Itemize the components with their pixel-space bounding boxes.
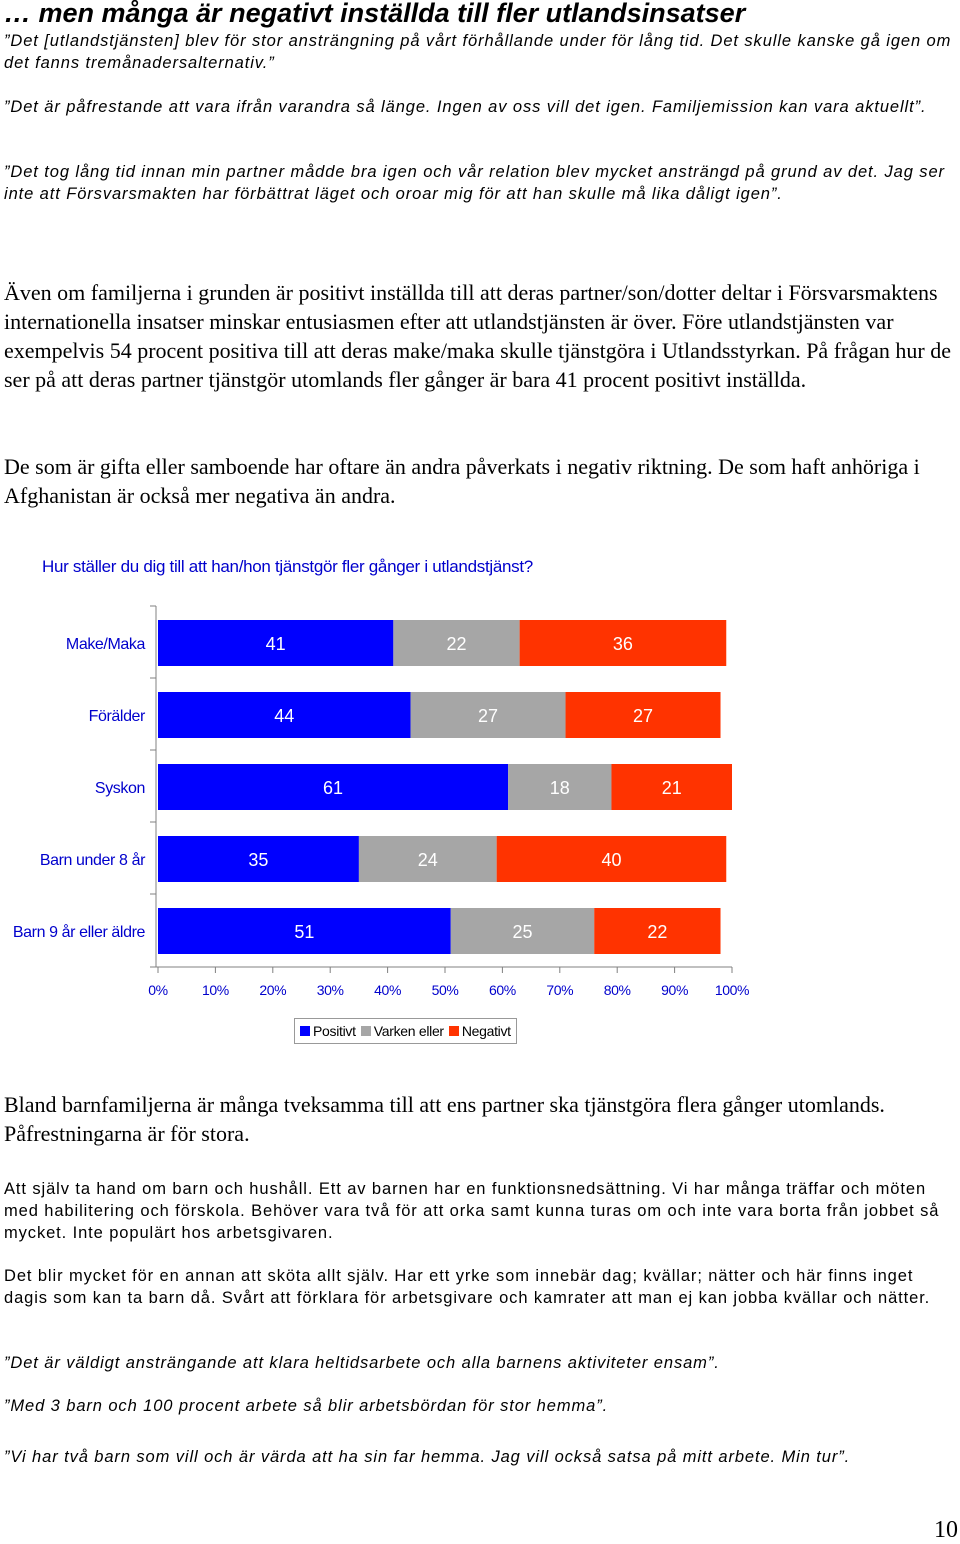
x-tick-label-5: 50% (432, 982, 459, 998)
bar-label-4-1: 25 (512, 922, 532, 942)
legend-item-positivt: Positivt (300, 1023, 356, 1039)
bar-1-0 (158, 692, 411, 738)
legend-item-negativt: Negativt (448, 1023, 511, 1039)
x-tick-label-7: 70% (546, 982, 573, 998)
x-tick-label-2: 20% (259, 982, 286, 998)
category-label-4: Barn 9 år eller äldre (13, 923, 146, 941)
body-paragraph-1: Även om familjerna i grunden är positivt… (4, 280, 951, 392)
bar-label-0-0: 41 (266, 634, 286, 654)
section-heading: … men många är negativt inställda till f… (4, 0, 746, 28)
bar-4-1 (450, 908, 595, 954)
legend-swatch-positivt (300, 1026, 310, 1036)
chart-legend: Positivt Varken eller Negativt (294, 1018, 517, 1044)
bar-2-2 (611, 764, 732, 810)
bar-label-2-2: 21 (662, 778, 682, 798)
quote-bottom-1: Att själv ta hand om barn och hushåll. E… (4, 1180, 940, 1242)
x-tick-label-8: 80% (604, 982, 631, 998)
body-paragraph-3: Bland barnfamiljerna är många tveksamma … (4, 1092, 885, 1146)
x-tick-label-6: 60% (489, 982, 516, 998)
bar-label-2-0: 61 (323, 778, 343, 798)
legend-swatch-varken-eller (360, 1026, 371, 1036)
quote-bottom-3: ”Det är väldigt ansträngande att klara h… (4, 1354, 720, 1372)
bar-4-2 (594, 908, 721, 954)
bar-3-1 (358, 836, 497, 882)
bar-2-1 (508, 764, 612, 810)
bar-0-2 (519, 620, 727, 666)
bar-3-0 (158, 836, 359, 882)
quote-bottom-5: ”Vi har två barn som vill och är värda a… (4, 1448, 851, 1466)
bar-2-0 (158, 764, 509, 810)
bar-label-3-0: 35 (248, 850, 268, 870)
x-tick-label-1: 10% (202, 982, 229, 998)
category-label-3: Barn under 8 år (40, 851, 146, 869)
quote-bottom-4: ”Med 3 barn och 100 procent arbete så bl… (4, 1397, 609, 1415)
quote-top-1: ”Det [utlandstjänsten] blev för stor ans… (4, 32, 952, 72)
legend-label-varken-eller: Varken eller (373, 1023, 444, 1039)
bar-3-2 (496, 836, 727, 882)
legend-item-varken-eller: Varken eller (360, 1023, 444, 1039)
category-label-0: Make/Maka (66, 636, 146, 653)
x-tick-label-4: 40% (374, 982, 401, 998)
x-tick-label-3: 30% (317, 982, 344, 998)
bar-label-0-2: 36 (613, 634, 633, 654)
bar-4-0 (158, 908, 451, 954)
x-tick-label-10: 100% (715, 982, 749, 998)
x-tick-label-9: 90% (661, 982, 688, 998)
x-tick-label-0: 0% (148, 982, 167, 998)
quote-bottom-2: Det blir mycket för en annan att sköta a… (4, 1267, 931, 1307)
bar-0-1 (393, 620, 520, 666)
category-label-1: Förälder (89, 708, 146, 725)
bar-0-0 (158, 620, 394, 666)
page-number: 10 (934, 1517, 958, 1543)
chart-title: Hur ställer du dig till att han/hon tjän… (42, 557, 533, 576)
legend-label-negativt: Negativt (461, 1023, 511, 1039)
bar-label-4-2: 22 (647, 922, 667, 942)
category-label-2: Syskon (95, 780, 145, 797)
bar-label-1-1: 27 (478, 706, 498, 726)
bar-label-3-2: 40 (601, 850, 621, 870)
stacked-bar-chart: Make/Maka 41 22 36 Förälder 44 27 27 Syskon 61 18 2… (13, 605, 750, 998)
quote-top-2: ”Det är påfrestande att vara ifrån varan… (4, 98, 927, 116)
bar-label-0-1: 22 (446, 634, 466, 654)
bar-label-1-0: 44 (274, 706, 294, 726)
bar-label-4-0: 51 (294, 922, 314, 942)
legend-label-positivt: Positivt (313, 1023, 356, 1039)
body-paragraph-2: De som är gifta eller samboende har ofta… (4, 454, 920, 508)
legend-swatch-negativt (448, 1026, 459, 1036)
bar-1-2 (565, 692, 721, 738)
bar-label-3-1: 24 (418, 850, 438, 870)
bar-1-1 (410, 692, 566, 738)
bar-label-1-2: 27 (633, 706, 653, 726)
bar-label-2-1: 18 (550, 778, 570, 798)
quote-top-3: ”Det tog lång tid innan min partner mådd… (4, 163, 945, 203)
